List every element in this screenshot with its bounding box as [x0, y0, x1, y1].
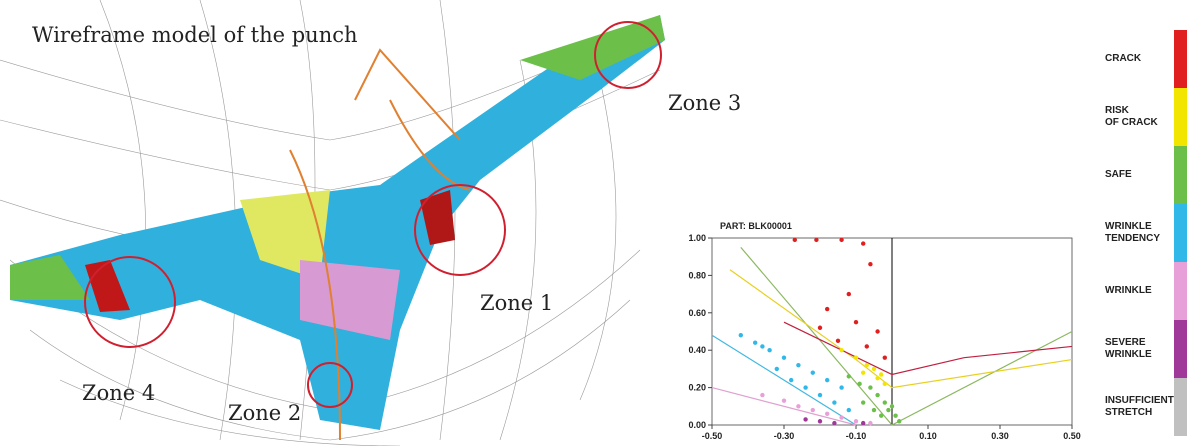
x-tick-label: -0.10: [846, 431, 867, 441]
legend-swatch: [1174, 204, 1187, 262]
point: [868, 262, 872, 266]
point: [861, 370, 865, 374]
point: [875, 393, 879, 397]
point: [879, 372, 883, 376]
point: [865, 363, 869, 367]
legend-swatch: [1174, 320, 1187, 378]
x-tick-label: 0.30: [991, 431, 1009, 441]
x-tick-label: -0.30: [774, 431, 795, 441]
legend-label: WRINKLETENDENCY: [1105, 221, 1160, 244]
point: [872, 367, 876, 371]
point: [739, 333, 743, 337]
point: [832, 421, 836, 425]
point: [839, 415, 843, 419]
point: [839, 348, 843, 352]
point: [883, 355, 887, 359]
point: [811, 370, 815, 374]
legend-swatch: [1174, 146, 1187, 204]
legend-label: WRINKLE: [1105, 285, 1152, 296]
annotation: Zone 1: [480, 291, 553, 315]
point: [854, 355, 858, 359]
limit-curve: [712, 388, 856, 425]
point: [897, 419, 901, 423]
y-tick-label: 1.00: [688, 233, 706, 243]
legend-label: CRACK: [1105, 53, 1142, 64]
point: [854, 419, 858, 423]
annotation: Wireframe model of the punch: [32, 23, 358, 47]
point: [883, 400, 887, 404]
point: [847, 292, 851, 296]
point: [825, 412, 829, 416]
point: [890, 404, 894, 408]
point: [861, 421, 865, 425]
point: [753, 341, 757, 345]
point: [868, 421, 872, 425]
point: [782, 355, 786, 359]
point: [825, 307, 829, 311]
point: [818, 393, 822, 397]
point: [886, 408, 890, 412]
point: [767, 348, 771, 352]
point: [793, 238, 797, 242]
point: [760, 344, 764, 348]
point: [803, 417, 807, 421]
point: [811, 408, 815, 412]
chart-title: PART: BLK00001: [720, 221, 792, 231]
y-tick-label: 0.40: [688, 345, 706, 355]
y-tick-label: 0.80: [688, 270, 706, 280]
legend-label: RISKOF CRACK: [1105, 105, 1159, 128]
point: [857, 382, 861, 386]
annotation: Zone 2: [228, 401, 301, 425]
point: [875, 329, 879, 333]
point: [796, 363, 800, 367]
point: [872, 408, 876, 412]
point: [861, 241, 865, 245]
x-tick-label: 0.50: [1063, 431, 1081, 441]
x-tick-label: 0.10: [919, 431, 937, 441]
point: [775, 367, 779, 371]
legend-swatch: [1174, 262, 1187, 320]
point: [782, 398, 786, 402]
y-tick-label: 0.00: [688, 420, 706, 430]
figure: Wireframe model of the punch Zone 1 Zone…: [0, 0, 1187, 446]
point: [796, 404, 800, 408]
limit-curve: [712, 335, 856, 425]
point: [854, 320, 858, 324]
point: [836, 339, 840, 343]
point: [832, 400, 836, 404]
point: [893, 413, 897, 417]
point: [839, 238, 843, 242]
y-tick-label: 0.60: [688, 308, 706, 318]
point: [868, 385, 872, 389]
point: [883, 382, 887, 386]
legend-swatch: [1174, 30, 1187, 88]
point: [861, 400, 865, 404]
point: [803, 385, 807, 389]
point: [818, 419, 822, 423]
point: [760, 393, 764, 397]
point: [847, 374, 851, 378]
limit-curve: [741, 247, 1072, 425]
point: [818, 326, 822, 330]
point: [879, 413, 883, 417]
point: [814, 238, 818, 242]
annotation: Zone 3: [668, 91, 741, 115]
legend-label: SAFE: [1105, 169, 1132, 180]
y-tick-label: 0.20: [688, 383, 706, 393]
x-tick-label: -0.50: [702, 431, 723, 441]
legend-swatch: [1174, 88, 1187, 146]
point: [847, 408, 851, 412]
point: [865, 344, 869, 348]
point: [839, 385, 843, 389]
limit-curve: [730, 270, 1072, 388]
annotation: Zone 4: [82, 381, 155, 405]
point: [875, 376, 879, 380]
legend-swatch: [1174, 378, 1187, 436]
point: [789, 378, 793, 382]
point: [825, 378, 829, 382]
